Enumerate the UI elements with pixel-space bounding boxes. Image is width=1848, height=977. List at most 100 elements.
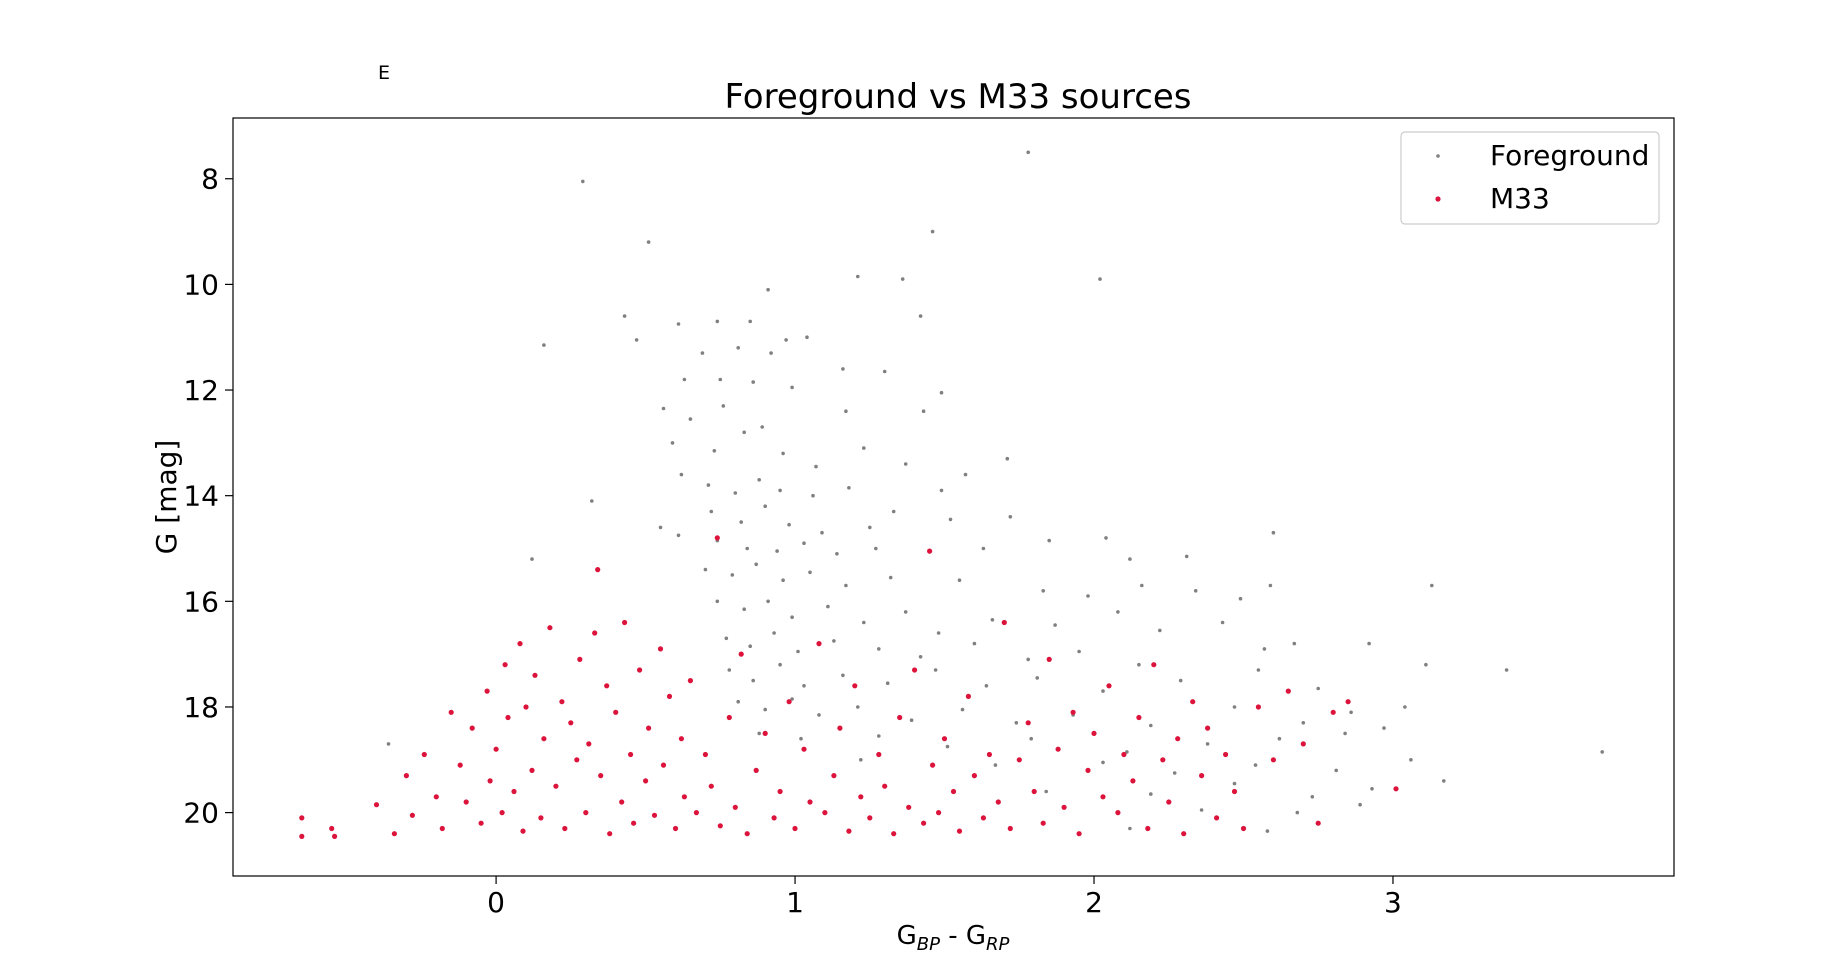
foreground-point	[868, 525, 872, 530]
foreground-point	[712, 449, 717, 453]
foreground-point	[882, 369, 887, 374]
m33-point	[1205, 725, 1211, 731]
m33-point	[1223, 751, 1229, 758]
m33-point	[1240, 825, 1247, 832]
m33-point	[950, 788, 957, 795]
foreground-point	[1035, 676, 1039, 680]
foreground-point	[903, 462, 908, 466]
foreground-point	[820, 530, 824, 535]
foreground-point	[757, 731, 761, 736]
m33-point	[897, 714, 903, 721]
m33-point	[786, 699, 792, 705]
foreground-point	[1044, 789, 1048, 794]
foreground-point	[676, 322, 681, 326]
m33-point	[927, 548, 933, 554]
m33-point	[666, 693, 673, 700]
m33-point	[595, 567, 601, 573]
m33-point	[912, 667, 918, 673]
foreground-point	[721, 404, 726, 408]
foreground-point	[817, 713, 821, 717]
m33-point	[651, 812, 658, 818]
foreground-point	[1149, 792, 1153, 796]
m33-point	[1181, 831, 1187, 837]
foreground-point	[1403, 705, 1407, 709]
m33-point	[693, 810, 700, 816]
y-tick-label: 18	[183, 691, 219, 724]
foreground-point	[1409, 758, 1413, 762]
m33-point	[1145, 825, 1151, 832]
foreground-point	[745, 546, 749, 551]
m33-point	[592, 630, 598, 636]
m33-point	[484, 688, 490, 694]
y-axis: 8 10 12 14 16 18 20	[183, 163, 233, 830]
foreground-point	[1172, 771, 1177, 775]
m33-point	[1231, 788, 1238, 795]
m33-point	[753, 767, 759, 774]
m33-point	[738, 651, 744, 657]
m33-point	[574, 757, 580, 763]
foreground-point	[781, 578, 785, 582]
foreground-point	[1382, 726, 1386, 730]
m33-point	[687, 678, 694, 684]
foreground-point	[1232, 781, 1237, 786]
m33-point	[421, 751, 427, 758]
m33-point	[532, 672, 538, 678]
foreground-point	[930, 229, 935, 234]
foreground-point	[1005, 456, 1010, 461]
foreground-point	[921, 409, 926, 414]
foreground-point	[960, 707, 965, 712]
foreground-point	[1014, 721, 1019, 725]
foreground-point	[948, 517, 953, 522]
foreground-point	[963, 472, 968, 477]
m33-point	[807, 799, 813, 805]
m33-point	[837, 725, 843, 731]
m33-point	[562, 825, 568, 832]
foreground-point	[386, 742, 391, 746]
m33-point	[541, 736, 547, 742]
foreground-point	[841, 367, 845, 371]
m33-point	[1085, 767, 1091, 774]
m33-point	[681, 794, 688, 800]
foreground-point	[715, 319, 720, 324]
foreground-point	[730, 573, 735, 577]
foreground-point	[1077, 649, 1081, 654]
m33-point	[628, 751, 634, 758]
x-label-sub-1: BP	[917, 934, 940, 955]
m33-point	[1199, 773, 1205, 779]
foreground-point	[802, 684, 806, 688]
x-tick-label: 0	[487, 886, 505, 919]
m33-point	[1270, 757, 1276, 763]
foreground-point	[709, 509, 714, 514]
foreground-point	[1125, 750, 1129, 754]
foreground-point	[990, 618, 995, 622]
m33-point	[678, 736, 685, 742]
foreground-point	[1358, 802, 1362, 807]
m33-point	[1136, 714, 1142, 721]
foreground-point	[766, 599, 770, 604]
m33-point	[906, 804, 912, 810]
m33-point	[846, 828, 852, 834]
m33-point	[502, 662, 508, 668]
foreground-point	[754, 562, 758, 567]
m33-point	[1151, 662, 1157, 668]
m33-point	[607, 831, 613, 837]
m33-point	[971, 773, 978, 779]
foreground-point	[856, 705, 860, 709]
foreground-point	[802, 541, 806, 545]
m33-point	[771, 815, 777, 821]
foreground-point	[634, 338, 639, 342]
foreground-point	[847, 486, 851, 490]
foreground-point	[841, 673, 845, 678]
foreground-point	[1232, 705, 1237, 709]
m33-point	[373, 802, 380, 808]
m33-point	[1091, 730, 1097, 737]
y-tick-label: 8	[201, 163, 219, 196]
m33-point	[604, 683, 610, 689]
m33-point	[439, 825, 445, 832]
foreground-point	[646, 240, 651, 244]
legend-frame	[1400, 131, 1660, 225]
m33-point	[801, 746, 807, 752]
foreground-point	[859, 758, 863, 762]
m33-point	[941, 736, 948, 742]
legend-marker-foreground	[1436, 154, 1440, 158]
